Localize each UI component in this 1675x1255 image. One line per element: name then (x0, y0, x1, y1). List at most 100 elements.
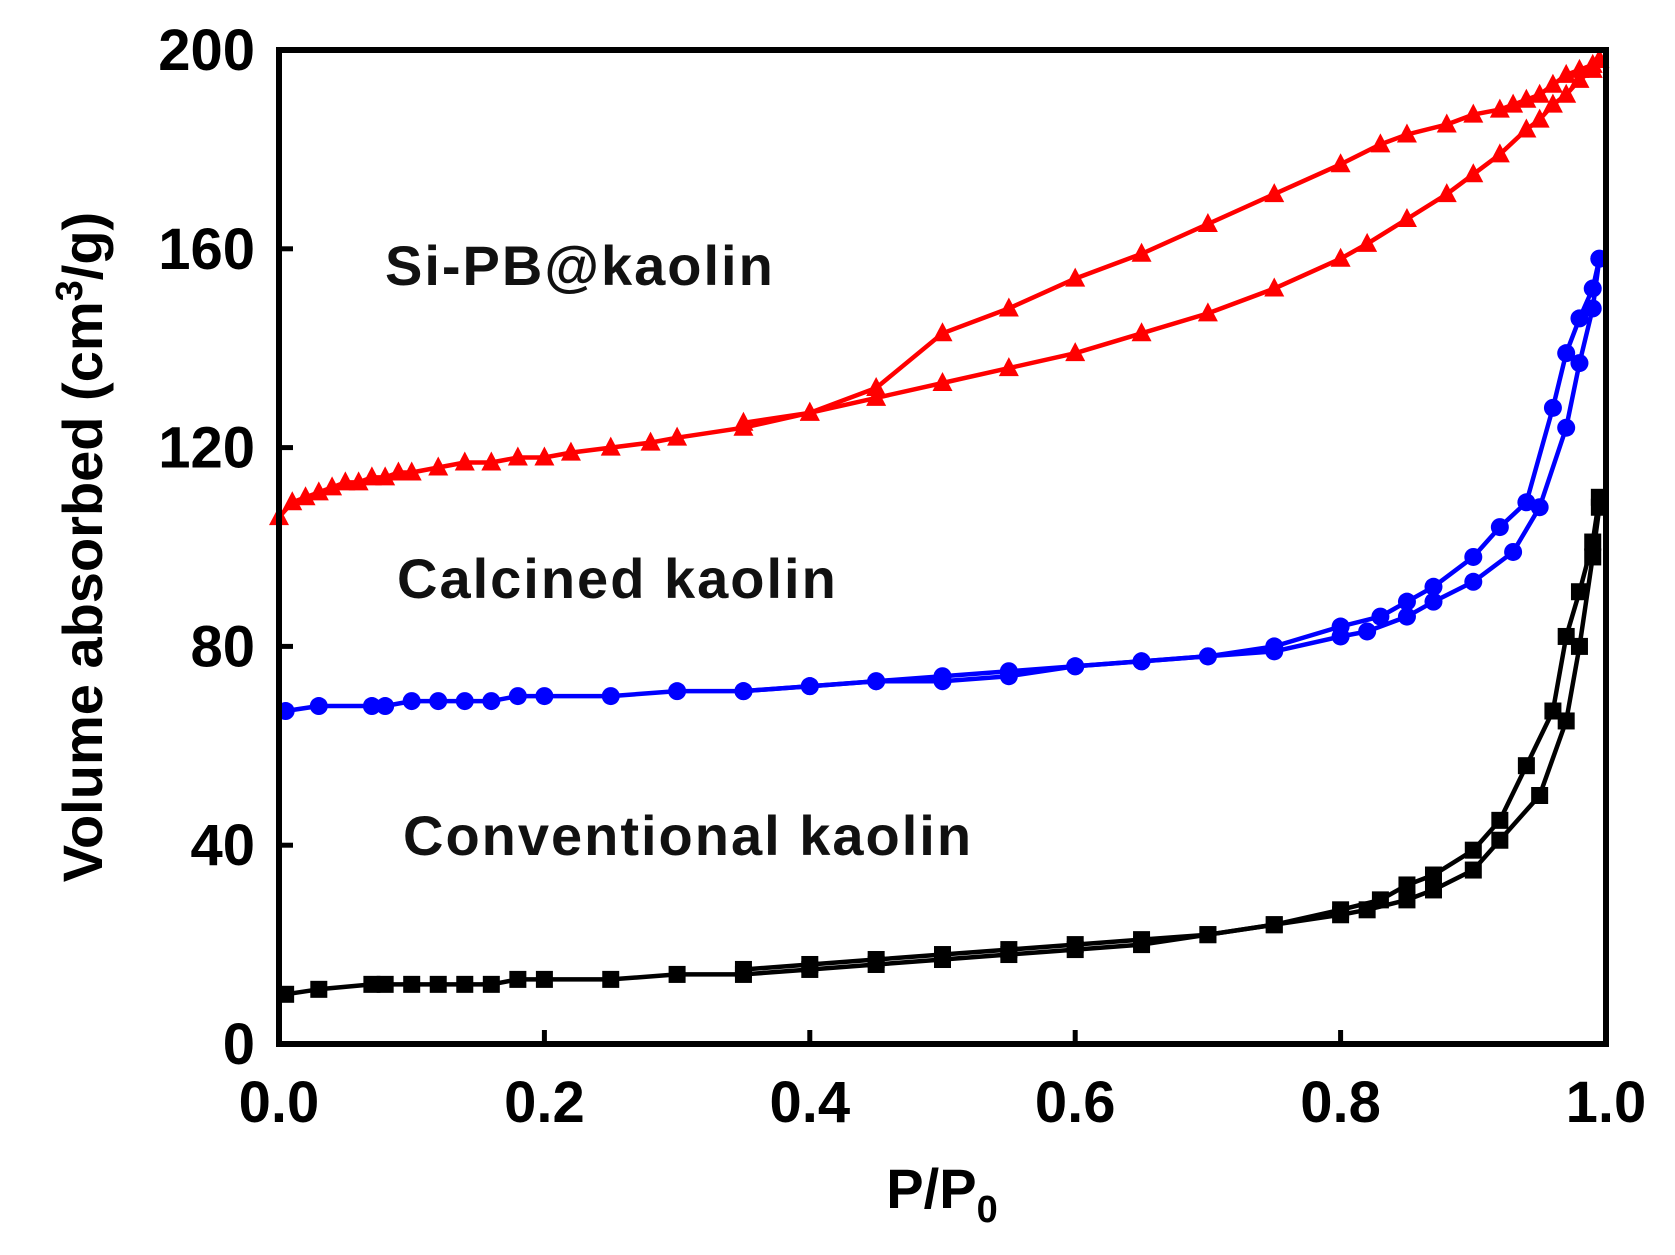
data-point-calcined-kaolin-desorption-17 (933, 667, 952, 686)
data-point-calcined-kaolin-desorption-3 (1557, 344, 1576, 363)
data-point-calcined-kaolin-desorption-2 (1570, 309, 1589, 328)
data-point-calcined-kaolin-desorption-18 (867, 672, 886, 691)
annotation-conventional-kaolin: Conventional kaolin (403, 804, 973, 867)
data-point-calcined-kaolin-desorption-11 (1331, 617, 1350, 636)
data-point-si-pb-kaolin-desorption-9 (1463, 103, 1484, 123)
data-point-si-pb-kaolin-adsorption-27 (1197, 302, 1218, 322)
data-point-si-pb-kaolin-desorption-7 (1503, 93, 1524, 113)
data-point-calcined-kaolin-adsorption-25 (1464, 572, 1483, 591)
data-point-calcined-kaolin-adsorption-10 (601, 687, 620, 706)
data-point-calcined-kaolin-adsorption-8 (508, 687, 527, 706)
data-point-si-pb-kaolin-adsorption-1 (282, 491, 303, 511)
data-point-conventional-kaolin-desorption-17 (934, 946, 951, 964)
y-tick-label-3: 120 (158, 416, 255, 481)
data-point-conventional-kaolin-desorption-3 (1557, 627, 1575, 645)
y-tick-label-1: 40 (190, 813, 255, 878)
data-point-si-pb-kaolin-adsorption-34 (1489, 143, 1510, 163)
data-point-si-pb-kaolin-adsorption-16 (560, 441, 581, 461)
data-point-conventional-kaolin-desorption-11 (1332, 901, 1350, 919)
data-point-si-pb-kaolin-adsorption-25 (1065, 342, 1086, 362)
y-tick-label-0: 0 (223, 1012, 255, 1077)
data-point-conventional-kaolin-desorption-4 (1544, 702, 1562, 720)
data-point-si-pb-kaolin-adsorption-9 (388, 461, 409, 481)
data-point-conventional-kaolin-adsorption-3 (376, 975, 394, 993)
x-tick-label-5: 1.0 (1566, 1070, 1647, 1135)
data-point-si-pb-kaolin-adsorption-26 (1131, 322, 1152, 342)
data-point-conventional-kaolin-adsorption-4 (403, 975, 421, 993)
data-point-conventional-kaolin-desorption-8 (1424, 866, 1442, 884)
data-point-calcined-kaolin-adsorption-22 (1358, 622, 1377, 641)
data-point-si-pb-kaolin-adsorption-11 (428, 456, 449, 476)
data-point-si-pb-kaolin-desorption-2 (1569, 58, 1590, 78)
data-point-calcined-kaolin-adsorption-2 (362, 697, 381, 716)
data-point-conventional-kaolin-adsorption-1 (310, 980, 328, 998)
annotation-si-pb-kaolin: Si-PB@kaolin (385, 234, 775, 297)
data-point-si-pb-kaolin-adsorption-4 (322, 476, 343, 496)
data-point-calcined-kaolin-desorption-14 (1132, 652, 1151, 671)
data-point-si-pb-kaolin-desorption-13 (1330, 153, 1351, 173)
data-point-conventional-kaolin-adsorption-22 (1358, 901, 1376, 919)
x-tick-label-4: 0.8 (1300, 1070, 1381, 1135)
data-point-si-pb-kaolin-adsorption-8 (375, 466, 396, 486)
data-point-calcined-kaolin-desorption-6 (1490, 518, 1509, 537)
data-point-conventional-kaolin-desorption-15 (1066, 936, 1084, 954)
tick-layer: 0.0 0.2 0.4 0.6 0.8 1.0 0 40 80 120 160 200 (158, 18, 1646, 1135)
data-point-calcined-kaolin-desorption-20 (734, 682, 753, 701)
data-point-calcined-kaolin-desorption-8 (1424, 577, 1443, 596)
data-point-calcined-kaolin-desorption-5 (1517, 493, 1536, 512)
data-point-si-pb-kaolin-adsorption-32 (1436, 183, 1457, 203)
data-point-conventional-kaolin-adsorption-11 (668, 965, 686, 983)
data-point-si-pb-kaolin-adsorption-22 (866, 386, 887, 406)
data-point-conventional-kaolin-adsorption-8 (509, 970, 527, 988)
data-point-si-pb-kaolin-adsorption-13 (481, 451, 502, 471)
data-point-conventional-kaolin-adsorption-23 (1398, 891, 1416, 909)
x-tick-label-2: 0.4 (769, 1070, 850, 1135)
data-point-conventional-kaolin-desorption-12 (1265, 916, 1283, 934)
data-point-conventional-kaolin-desorption-2 (1570, 583, 1588, 601)
data-point-si-pb-kaolin-desorption-1 (1582, 53, 1603, 73)
marker-layer (269, 48, 1610, 1003)
x-tick-label-0: 0.0 (239, 1070, 320, 1135)
data-point-si-pb-kaolin-desorption-6 (1516, 88, 1537, 108)
y-tick-label-5: 200 (158, 18, 255, 83)
data-point-calcined-kaolin-desorption-13 (1198, 647, 1217, 666)
data-point-si-pb-kaolin-desorption-10 (1436, 113, 1457, 133)
data-point-conventional-kaolin-adsorption-10 (602, 970, 620, 988)
data-point-si-pb-kaolin-adsorption-23 (932, 371, 953, 391)
data-point-si-pb-kaolin-adsorption-17 (600, 436, 621, 456)
data-point-conventional-kaolin-adsorption-9 (535, 970, 553, 988)
data-point-conventional-kaolin-desorption-1 (1584, 533, 1602, 551)
data-point-calcined-kaolin-adsorption-5 (429, 692, 448, 711)
data-point-conventional-kaolin-adsorption-30 (1584, 548, 1602, 566)
data-point-conventional-kaolin-adsorption-2 (363, 975, 381, 993)
y-tick-label-2: 80 (190, 614, 255, 679)
data-point-conventional-kaolin-adsorption-24 (1424, 881, 1442, 899)
data-point-calcined-kaolin-adsorption-1 (309, 697, 328, 716)
data-point-conventional-kaolin-adsorption-28 (1557, 712, 1575, 730)
data-point-conventional-kaolin-desorption-9 (1398, 876, 1416, 894)
y-tick-label-4: 160 (158, 217, 255, 282)
data-point-calcined-kaolin-desorption-9 (1397, 592, 1416, 611)
data-point-calcined-kaolin-adsorption-3 (376, 697, 395, 716)
y-axis-title: Volume absorbed (cm3/g) (49, 212, 114, 882)
data-point-si-pb-kaolin-adsorption-10 (401, 461, 422, 481)
data-point-si-pb-kaolin-desorption-8 (1489, 98, 1510, 118)
data-point-conventional-kaolin-adsorption-7 (482, 975, 500, 993)
data-point-calcined-kaolin-adsorption-7 (482, 692, 501, 711)
data-point-conventional-kaolin-adsorption-25 (1464, 861, 1482, 879)
data-point-calcined-kaolin-adsorption-4 (402, 692, 421, 711)
data-point-calcined-kaolin-adsorption-23 (1397, 607, 1416, 626)
data-point-conventional-kaolin-desorption-18 (867, 951, 885, 969)
data-point-conventional-kaolin-adsorption-29 (1570, 637, 1588, 655)
x-axis-title-subscript: 0 (977, 1189, 998, 1231)
data-point-calcined-kaolin-adsorption-28 (1557, 418, 1576, 437)
data-point-si-pb-kaolin-adsorption-35 (1516, 118, 1537, 138)
data-point-calcined-kaolin-adsorption-24 (1424, 592, 1443, 611)
data-point-conventional-kaolin-desorption-13 (1199, 926, 1217, 944)
annotation-calcined-kaolin: Calcined kaolin (397, 547, 838, 610)
data-point-conventional-kaolin-desorption-6 (1491, 811, 1509, 829)
data-point-si-pb-kaolin-desorption-15 (1197, 212, 1218, 232)
data-point-calcined-kaolin-desorption-1 (1583, 279, 1602, 298)
data-point-si-pb-kaolin-adsorption-19 (667, 426, 688, 446)
